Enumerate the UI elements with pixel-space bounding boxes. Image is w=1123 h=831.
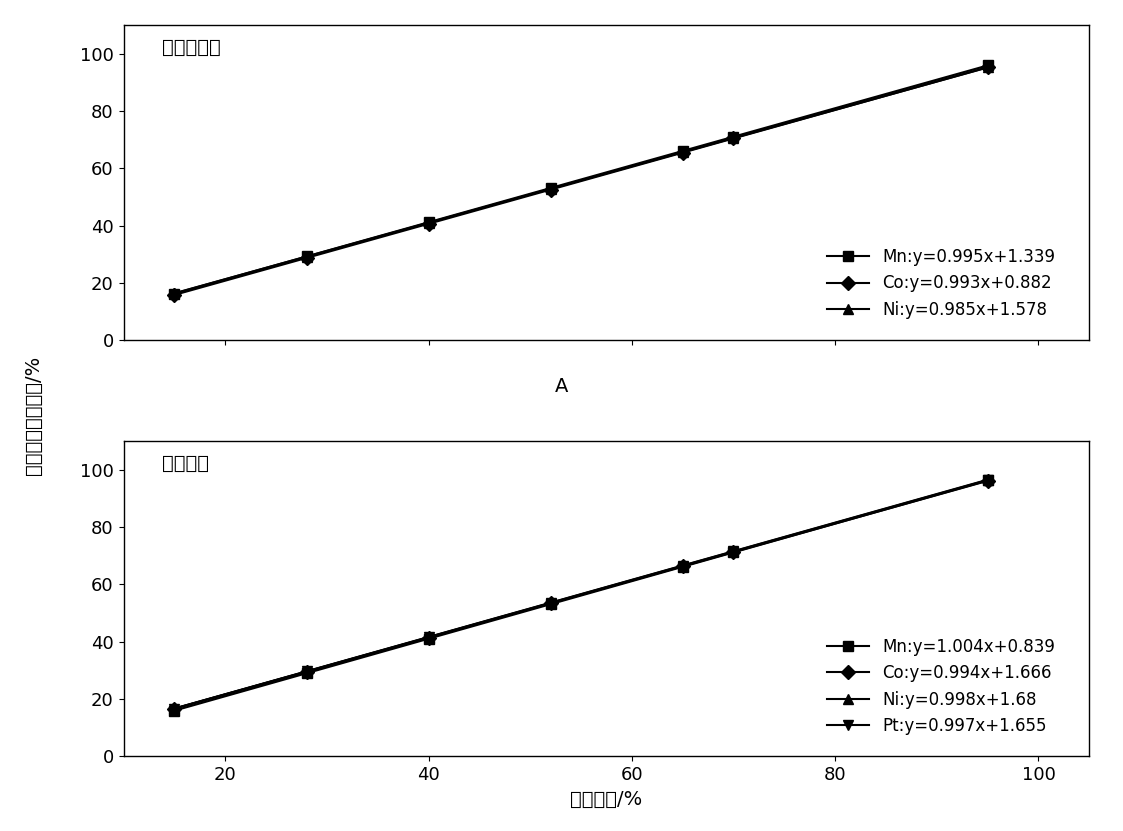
Mn:y=1.004x+0.839 (422, 634, 436, 644)
Ni:y=0.998x+1.68 (676, 561, 690, 571)
Ni:y=0.998x+1.68 (422, 632, 436, 642)
Co:y=0.993x+0.882 (422, 219, 436, 229)
Pt:y=0.997x+1.655 (676, 561, 690, 571)
Co:y=0.994x+1.666 (300, 666, 313, 676)
Line: Co:y=0.993x+0.882: Co:y=0.993x+0.882 (170, 62, 993, 300)
Co:y=0.994x+1.666 (167, 704, 181, 714)
Ni:y=0.985x+1.578 (727, 133, 740, 143)
Mn:y=0.995x+1.339 (167, 288, 181, 298)
Pt:y=0.997x+1.655 (167, 704, 181, 714)
Mn:y=0.995x+1.339 (544, 183, 557, 193)
Mn:y=1.004x+0.839 (980, 475, 994, 485)
Co:y=0.993x+0.882 (167, 290, 181, 300)
Ni:y=0.998x+1.68 (727, 546, 740, 556)
Ni:y=0.985x+1.578 (676, 147, 690, 157)
Mn:y=1.004x+0.839 (300, 668, 313, 678)
Mn:y=1.004x+0.839 (544, 599, 557, 609)
Co:y=0.994x+1.666 (727, 547, 740, 557)
Mn:y=0.995x+1.339 (727, 132, 740, 142)
Line: Mn:y=1.004x+0.839: Mn:y=1.004x+0.839 (170, 475, 993, 715)
Ni:y=0.985x+1.578 (167, 288, 181, 298)
Line: Mn:y=0.995x+1.339: Mn:y=0.995x+1.339 (170, 61, 993, 298)
Co:y=0.993x+0.882 (676, 148, 690, 158)
Mn:y=0.995x+1.339 (422, 217, 436, 227)
Ni:y=0.998x+1.68 (167, 704, 181, 714)
Pt:y=0.997x+1.655 (300, 666, 313, 676)
Legend: Mn:y=1.004x+0.839, Co:y=0.994x+1.666, Ni:y=0.998x+1.68, Pt:y=0.997x+1.655: Mn:y=1.004x+0.839, Co:y=0.994x+1.666, Ni… (821, 632, 1061, 741)
Line: Co:y=0.994x+1.666: Co:y=0.994x+1.666 (170, 476, 993, 714)
Mn:y=0.995x+1.339 (980, 61, 994, 71)
Ni:y=0.998x+1.68 (300, 666, 313, 676)
Ni:y=0.998x+1.68 (980, 475, 994, 484)
Co:y=0.994x+1.666 (544, 598, 557, 608)
Pt:y=0.997x+1.655 (980, 475, 994, 485)
Co:y=0.993x+0.882 (727, 134, 740, 144)
Text: 有价金属的浸出率/%: 有价金属的浸出率/% (25, 356, 43, 475)
Ni:y=0.985x+1.578 (300, 252, 313, 262)
Ni:y=0.985x+1.578 (422, 218, 436, 228)
Pt:y=0.997x+1.655 (727, 547, 740, 557)
Co:y=0.994x+1.666 (676, 561, 690, 571)
Line: Ni:y=0.985x+1.578: Ni:y=0.985x+1.578 (170, 62, 993, 298)
Line: Pt:y=0.997x+1.655: Pt:y=0.997x+1.655 (170, 475, 993, 714)
Co:y=0.994x+1.666 (980, 476, 994, 486)
Co:y=0.994x+1.666 (422, 632, 436, 642)
Text: 富鑴结壳: 富鑴结壳 (162, 454, 209, 473)
Pt:y=0.997x+1.655 (544, 598, 557, 608)
Text: A: A (555, 377, 568, 396)
Ni:y=0.985x+1.578 (980, 62, 994, 72)
Mn:y=1.004x+0.839 (676, 562, 690, 572)
Mn:y=0.995x+1.339 (300, 252, 313, 262)
Mn:y=0.995x+1.339 (676, 146, 690, 156)
Ni:y=0.998x+1.68 (544, 597, 557, 607)
Co:y=0.993x+0.882 (300, 253, 313, 263)
Co:y=0.993x+0.882 (544, 184, 557, 194)
Mn:y=1.004x+0.839 (727, 548, 740, 558)
Line: Ni:y=0.998x+1.68: Ni:y=0.998x+1.68 (170, 475, 993, 713)
Text: 大洋锰结核: 大洋锰结核 (162, 37, 221, 57)
Pt:y=0.997x+1.655 (422, 632, 436, 642)
Legend: Mn:y=0.995x+1.339, Co:y=0.993x+0.882, Ni:y=0.985x+1.578: Mn:y=0.995x+1.339, Co:y=0.993x+0.882, Ni… (820, 242, 1061, 326)
X-axis label: 铜浸出率/%: 铜浸出率/% (570, 789, 642, 809)
Ni:y=0.985x+1.578 (544, 184, 557, 194)
Co:y=0.993x+0.882 (980, 62, 994, 72)
Mn:y=1.004x+0.839 (167, 706, 181, 715)
